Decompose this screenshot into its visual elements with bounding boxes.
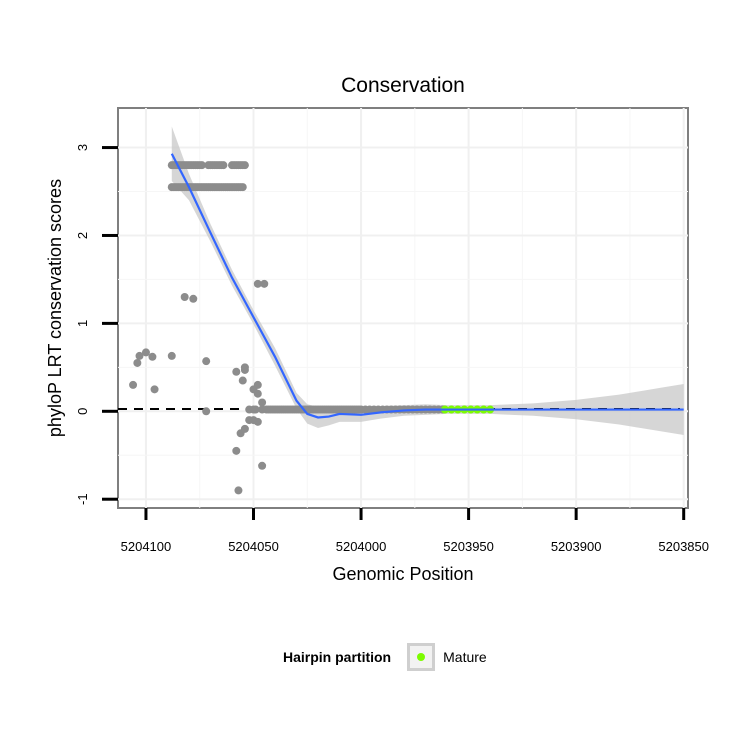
- data-point: [258, 461, 267, 470]
- data-point: [240, 161, 249, 170]
- data-point: [219, 161, 228, 170]
- legend-label-mature: Mature: [443, 649, 487, 665]
- x-tick-label: 5203900: [551, 539, 602, 554]
- data-point: [253, 279, 262, 288]
- data-point: [167, 351, 176, 360]
- data-point: [238, 376, 247, 385]
- y-tick-label: 0: [75, 408, 90, 415]
- data-point: [258, 398, 267, 407]
- smooth-line: [170, 153, 684, 419]
- y-tick-label: 1: [75, 320, 90, 327]
- data-point: [253, 417, 262, 426]
- data-point: [202, 357, 211, 366]
- x-tick-label: 5204000: [336, 539, 387, 554]
- data-point: [232, 367, 241, 376]
- confidence-band: [171, 126, 684, 436]
- data-point: [180, 293, 189, 302]
- x-tick-label: 5204050: [228, 539, 279, 554]
- chart-title: Conservation: [341, 74, 465, 97]
- data-point: [234, 486, 243, 495]
- data-point: [148, 352, 157, 361]
- smooth-line-layer: [170, 153, 684, 419]
- y-tick-label: 3: [75, 144, 90, 151]
- data-point: [150, 385, 159, 394]
- data-point: [202, 407, 211, 416]
- legend: Hairpin partition Mature: [283, 640, 487, 674]
- axes-layer: 5204100 5204050 5204000 5203950 5203900 52038…: [75, 144, 709, 554]
- data-point: [236, 429, 245, 438]
- x-tick-label: 5204100: [121, 539, 172, 554]
- data-point: [129, 380, 138, 389]
- data-point: [135, 351, 144, 360]
- x-axis-label: Genomic Position: [332, 564, 473, 584]
- x-tick-label: 5203950: [443, 539, 494, 554]
- legend-key-mature: [407, 643, 436, 671]
- data-point: [240, 365, 249, 374]
- data-point: [133, 358, 142, 367]
- legend-dot-icon: [417, 653, 426, 661]
- data-point: [232, 446, 241, 455]
- x-tick-label: 5203850: [658, 539, 709, 554]
- plot-panel: [117, 107, 689, 509]
- confidence-band-layer: [171, 126, 684, 436]
- data-point: [253, 389, 262, 398]
- data-point: [260, 279, 269, 288]
- legend-title: Hairpin partition: [283, 649, 392, 665]
- data-point: [238, 183, 247, 192]
- data-point: [141, 348, 150, 357]
- data-point: [197, 161, 206, 170]
- data-point: [189, 294, 198, 303]
- y-axis-label: phyloP LRT conservation scores: [45, 179, 65, 437]
- y-tick-label: 2: [75, 232, 90, 239]
- y-tick-label: -1: [75, 493, 90, 505]
- data-point: [251, 405, 260, 414]
- points-layer: [129, 161, 495, 495]
